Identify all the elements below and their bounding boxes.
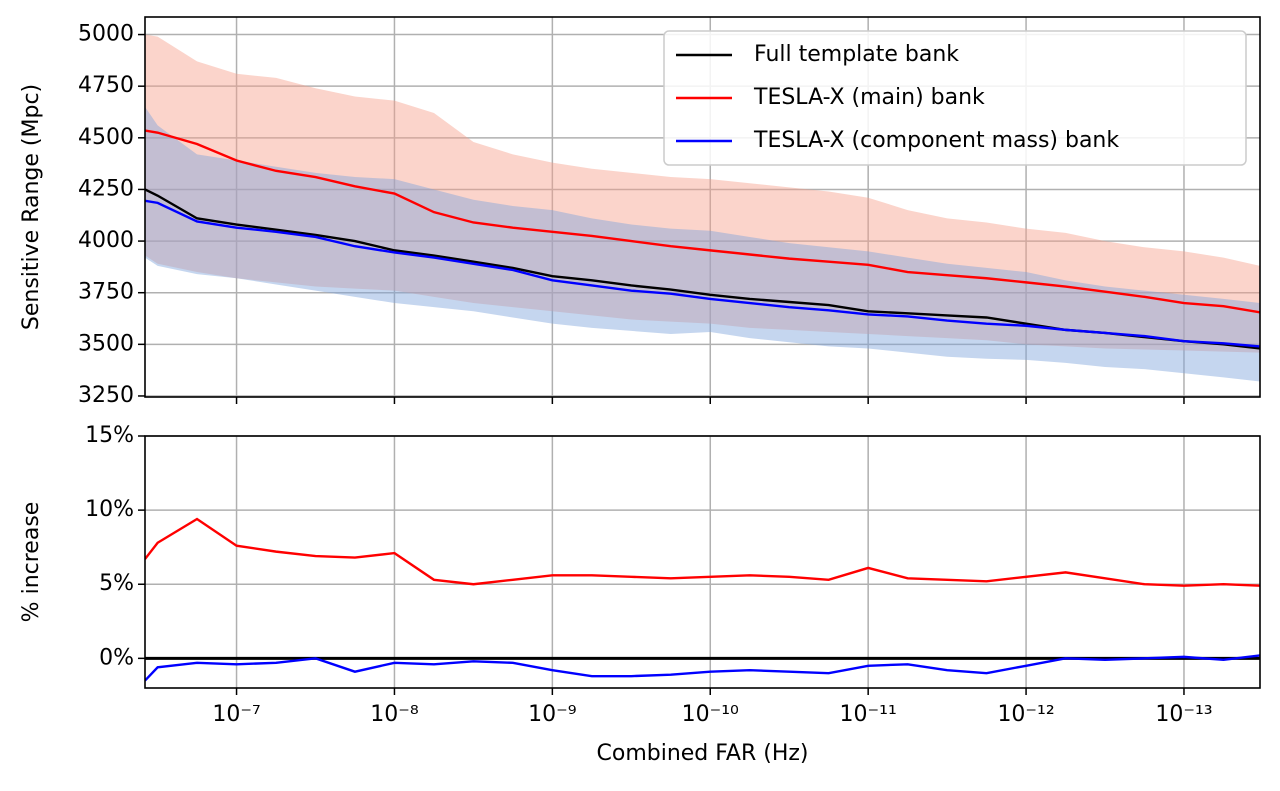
panel: 3250 3500 3750 4000 4250 4500 4750 5000 Sensitiv… [19, 16, 1261, 408]
series-line [145, 199, 1260, 348]
y-tick-label: 15% [85, 423, 134, 448]
x-tick-label: 10⁻¹¹ [840, 702, 897, 727]
legend-label: TESLA-X (main) bank [753, 85, 985, 110]
x-axis-label: Combined FAR (Hz) [597, 741, 809, 766]
y-axis-label: Sensitive Range (Mpc) [19, 84, 44, 330]
y-tick-label: 4000 [78, 228, 134, 253]
x-tick-label: 10⁻⁷ [212, 702, 260, 727]
band [145, 106, 1260, 382]
series-line [145, 129, 1260, 314]
x-tick-label: 10⁻¹³ [1155, 702, 1212, 727]
axes-frame [144, 435, 1261, 689]
x-tick-label: 10⁻⁹ [528, 702, 576, 727]
y-tick-label: 0% [99, 645, 134, 670]
y-tick-label: 3250 [78, 383, 134, 408]
series-line [145, 654, 1260, 682]
x-tick-label: 10⁻¹² [997, 702, 1054, 727]
series-line [145, 517, 1260, 587]
band [145, 34, 1260, 353]
axes-frame [144, 16, 1261, 398]
legend-label: Full template bank [754, 42, 959, 67]
x-tick-label: 10⁻¹⁰ [682, 702, 739, 727]
y-tick-label: 3750 [78, 280, 134, 305]
y-tick-label: 5% [99, 571, 134, 596]
y-tick-label: 5000 [78, 22, 134, 47]
legend-label: TESLA-X (component mass) bank [753, 128, 1119, 153]
y-tick-label: 10% [85, 497, 134, 522]
y-axis-label: % increase [19, 502, 44, 623]
y-tick-label: 4750 [78, 73, 134, 98]
legend-box [663, 30, 1247, 166]
y-tick-label: 3500 [78, 331, 134, 356]
x-tick-label: 10⁻⁸ [370, 702, 419, 727]
panel: 10⁻⁷ 10⁻⁸ 10⁻⁹ 10⁻¹⁰ 10⁻¹¹ 10⁻¹² 10⁻¹³ 0% 5% 10% 1… [19, 423, 1261, 766]
plot-area [145, 517, 1260, 682]
y-tick-label: 4250 [78, 176, 134, 201]
y-tick-label: 4500 [78, 125, 134, 150]
plot-area [145, 34, 1260, 382]
